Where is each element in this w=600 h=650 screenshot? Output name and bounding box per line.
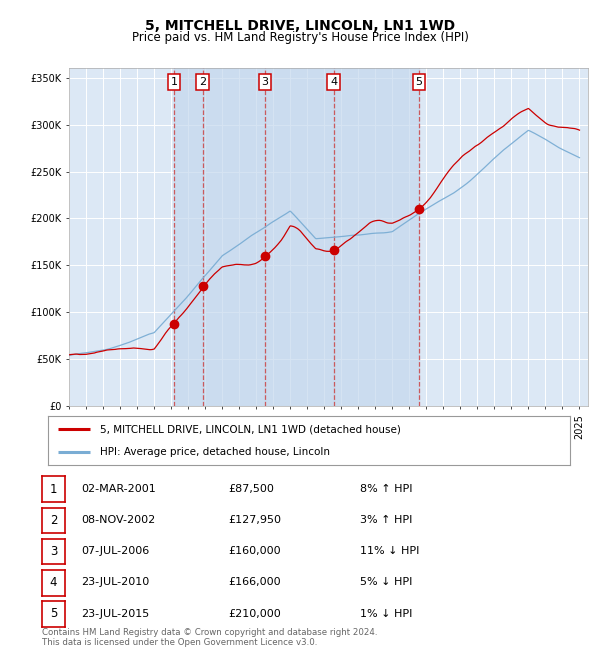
Text: 07-JUL-2006: 07-JUL-2006 xyxy=(81,546,149,556)
Text: 3: 3 xyxy=(50,545,57,558)
Text: 5: 5 xyxy=(415,77,422,86)
Text: 2: 2 xyxy=(199,77,206,86)
Text: £127,950: £127,950 xyxy=(228,515,281,525)
Text: 23-JUL-2015: 23-JUL-2015 xyxy=(81,608,149,619)
Text: 5, MITCHELL DRIVE, LINCOLN, LN1 1WD: 5, MITCHELL DRIVE, LINCOLN, LN1 1WD xyxy=(145,20,455,34)
Text: 2: 2 xyxy=(50,514,57,526)
Text: 5% ↓ HPI: 5% ↓ HPI xyxy=(360,577,412,588)
Text: £87,500: £87,500 xyxy=(228,484,274,494)
Bar xyxy=(174,68,203,406)
Text: 08-NOV-2002: 08-NOV-2002 xyxy=(81,515,155,525)
Text: 4: 4 xyxy=(330,77,337,86)
Text: 4: 4 xyxy=(50,576,57,589)
Bar xyxy=(203,68,265,406)
Bar xyxy=(265,68,334,406)
Text: 5, MITCHELL DRIVE, LINCOLN, LN1 1WD (detached house): 5, MITCHELL DRIVE, LINCOLN, LN1 1WD (det… xyxy=(100,424,401,434)
Text: 23-JUL-2010: 23-JUL-2010 xyxy=(81,577,149,588)
Text: 5: 5 xyxy=(50,607,57,620)
Text: This data is licensed under the Open Government Licence v3.0.: This data is licensed under the Open Gov… xyxy=(42,638,317,647)
Text: Price paid vs. HM Land Registry's House Price Index (HPI): Price paid vs. HM Land Registry's House … xyxy=(131,31,469,44)
Text: 1: 1 xyxy=(50,482,57,495)
Text: £160,000: £160,000 xyxy=(228,546,281,556)
Text: 11% ↓ HPI: 11% ↓ HPI xyxy=(360,546,419,556)
Text: 8% ↑ HPI: 8% ↑ HPI xyxy=(360,484,413,494)
Text: 1% ↓ HPI: 1% ↓ HPI xyxy=(360,608,412,619)
Text: £166,000: £166,000 xyxy=(228,577,281,588)
Text: HPI: Average price, detached house, Lincoln: HPI: Average price, detached house, Linc… xyxy=(100,447,330,456)
Text: Contains HM Land Registry data © Crown copyright and database right 2024.: Contains HM Land Registry data © Crown c… xyxy=(42,628,377,637)
Text: 3% ↑ HPI: 3% ↑ HPI xyxy=(360,515,412,525)
Text: 1: 1 xyxy=(170,77,178,86)
Text: 3: 3 xyxy=(262,77,269,86)
Text: £210,000: £210,000 xyxy=(228,608,281,619)
Bar xyxy=(334,68,419,406)
Text: 02-MAR-2001: 02-MAR-2001 xyxy=(81,484,156,494)
